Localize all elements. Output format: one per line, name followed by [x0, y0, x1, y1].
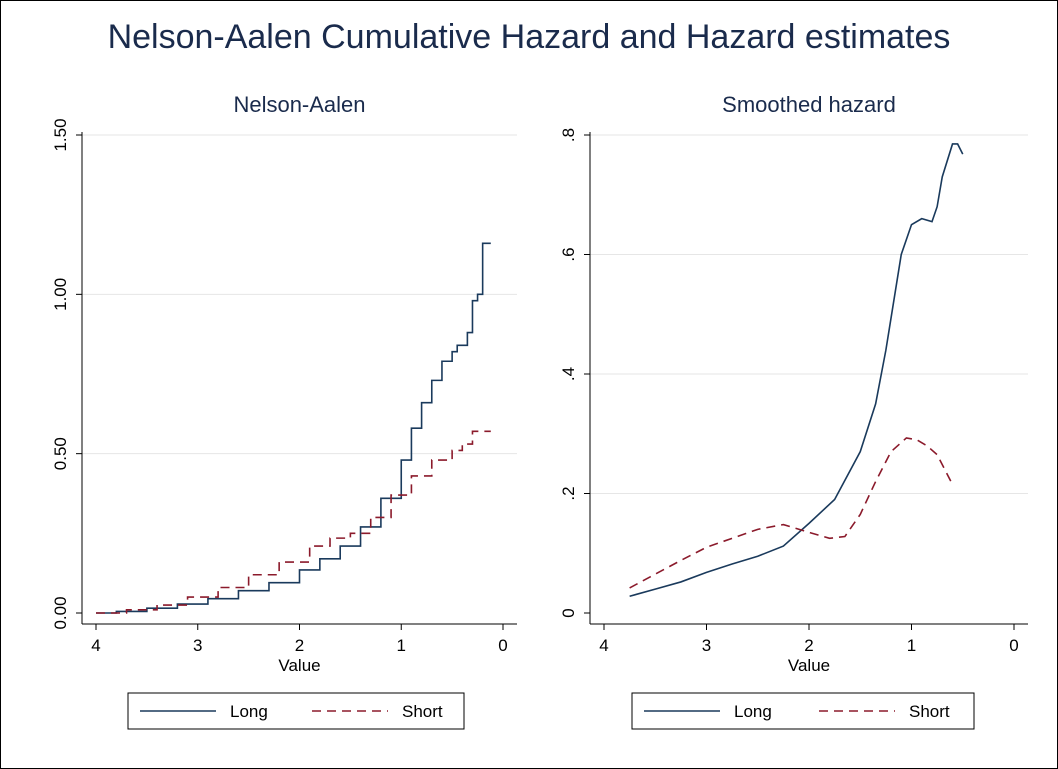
- x-tick-label: 1: [907, 636, 916, 655]
- x-tick-label: 0: [498, 636, 507, 655]
- legend-label-long: Long: [734, 702, 772, 721]
- x-tick-label: 2: [295, 636, 304, 655]
- panel-title: Nelson-Aalen: [233, 92, 365, 117]
- x-tick-label: 2: [804, 636, 813, 655]
- y-tick-label: 0: [559, 608, 578, 617]
- x-tick-label: 1: [397, 636, 406, 655]
- y-tick-label: 0.00: [51, 596, 70, 629]
- x-axis-label: Value: [788, 656, 830, 675]
- series-line-short: [96, 430, 491, 614]
- y-tick-label: 1.50: [51, 118, 70, 151]
- x-tick-label: 3: [702, 636, 711, 655]
- y-tick-label: .6: [559, 247, 578, 261]
- figure-title: Nelson-Aalen Cumulative Hazard and Hazar…: [107, 18, 951, 56]
- series-line-long: [96, 242, 491, 614]
- x-axis-label: Value: [278, 656, 320, 675]
- y-tick-label: 1.00: [51, 278, 70, 311]
- legend-label-short: Short: [402, 702, 443, 721]
- x-tick-label: 4: [91, 636, 100, 655]
- y-tick-label: .8: [559, 128, 578, 142]
- x-tick-label: 0: [1009, 636, 1018, 655]
- series-line-long: [629, 143, 964, 598]
- y-tick-label: .2: [559, 486, 578, 500]
- x-tick-label: 3: [193, 636, 202, 655]
- x-tick-label: 4: [599, 636, 608, 655]
- y-tick-label: 0.50: [51, 437, 70, 470]
- y-tick-label: .4: [559, 367, 578, 381]
- legend-label-long: Long: [230, 702, 268, 721]
- legend-label-short: Short: [909, 702, 950, 721]
- panel-title: Smoothed hazard: [722, 92, 896, 117]
- series-line-short: [629, 437, 954, 589]
